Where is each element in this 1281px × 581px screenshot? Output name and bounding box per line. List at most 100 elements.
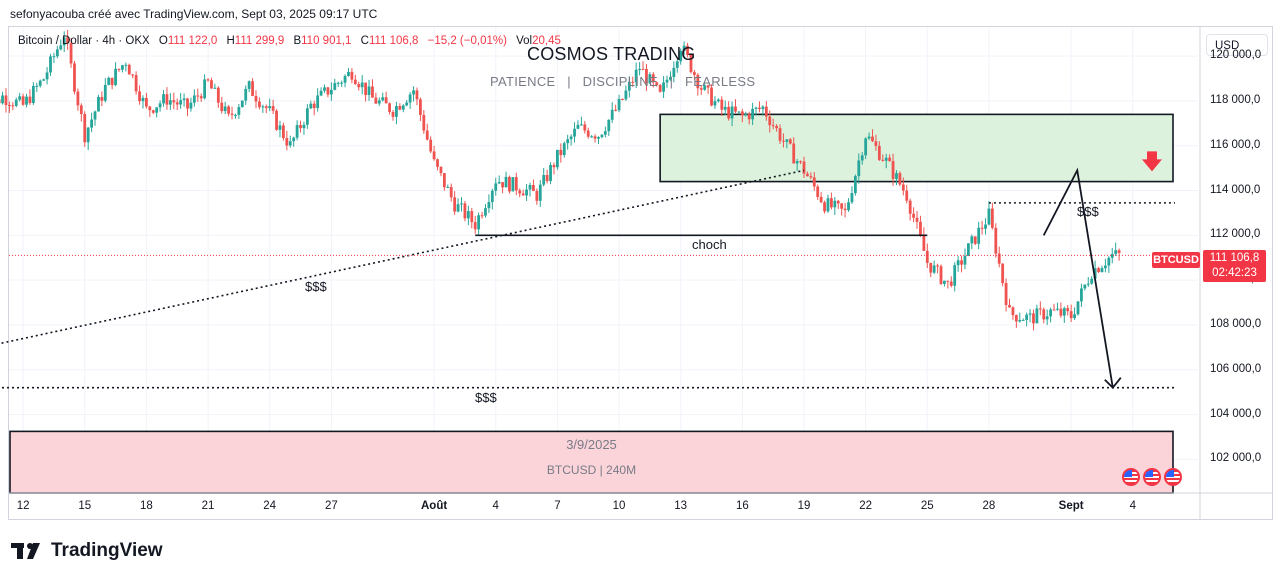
candle-body bbox=[1097, 268, 1100, 273]
candlestick-series bbox=[0, 30, 1121, 331]
candle-body bbox=[638, 68, 641, 70]
liquidity-label-equal-highs: $$$ bbox=[1077, 203, 1099, 219]
chart-frame[interactable] bbox=[8, 26, 1273, 520]
candle-body bbox=[100, 96, 104, 101]
candle-body bbox=[874, 141, 878, 146]
time-tick-label: 16 bbox=[735, 500, 749, 512]
candle-body bbox=[117, 68, 121, 70]
candle-body bbox=[422, 114, 426, 131]
candle-body bbox=[764, 106, 768, 117]
candle-body bbox=[871, 136, 874, 142]
candle-body bbox=[285, 138, 289, 146]
time-tick-label: 28 bbox=[982, 500, 996, 512]
time-tick-label: 13 bbox=[674, 500, 688, 512]
sell-arrow-icon bbox=[1142, 151, 1162, 172]
candle-body bbox=[371, 86, 374, 98]
candle-body bbox=[42, 79, 46, 81]
candle-body bbox=[114, 68, 117, 86]
liquidity-label-bottom: $$$ bbox=[475, 389, 497, 405]
candle-body bbox=[898, 173, 902, 185]
candle-body bbox=[679, 50, 683, 62]
currency-selector[interactable]: USD bbox=[1206, 34, 1268, 56]
candle-body bbox=[151, 110, 155, 113]
candle-body bbox=[686, 45, 689, 55]
candle-body bbox=[939, 266, 943, 284]
chart-attribution: sefonyacouba créé avec TradingView.com, … bbox=[10, 7, 378, 21]
candle-body bbox=[576, 124, 580, 129]
candle-body bbox=[713, 101, 717, 106]
price-tick-label: 102 000,0 bbox=[1210, 452, 1262, 465]
candle-body bbox=[316, 95, 320, 109]
candle-body bbox=[353, 79, 357, 85]
candle-body bbox=[415, 90, 419, 100]
time-tick-label: 7 bbox=[554, 500, 561, 512]
candle-body bbox=[1110, 253, 1114, 258]
candle-body bbox=[336, 82, 340, 84]
candle-body bbox=[860, 155, 864, 161]
candle-body bbox=[79, 105, 83, 115]
candle-body bbox=[1011, 307, 1015, 316]
candle-body bbox=[703, 85, 707, 90]
candle-body bbox=[901, 184, 905, 191]
candle-body bbox=[716, 99, 720, 102]
candle-body bbox=[977, 227, 981, 244]
candle-body bbox=[1021, 319, 1025, 321]
time-tick-label: 19 bbox=[797, 500, 811, 512]
candle-body bbox=[4, 95, 8, 106]
candle-body bbox=[162, 94, 165, 104]
candle-body bbox=[175, 102, 179, 105]
economic-event-flag-icon[interactable] bbox=[1143, 468, 1161, 486]
candle-body bbox=[621, 98, 624, 100]
price-tick-label: 116 000,0 bbox=[1210, 138, 1261, 151]
candle-body bbox=[799, 161, 802, 163]
legend-high-label: H bbox=[226, 35, 235, 47]
tradingview-logo[interactable]: TradingView bbox=[11, 540, 163, 562]
candle-body bbox=[508, 176, 511, 192]
candle-body bbox=[388, 103, 391, 113]
candle-body bbox=[55, 49, 59, 57]
candle-body bbox=[121, 65, 124, 70]
legend-close-value: 111 106,8 bbox=[368, 35, 419, 47]
candle-body bbox=[0, 99, 1, 104]
economic-event-flag-icon[interactable] bbox=[1164, 468, 1182, 486]
candle-body bbox=[446, 187, 450, 189]
candle-body bbox=[179, 100, 183, 105]
candle-body bbox=[165, 94, 169, 105]
candle-body bbox=[843, 208, 847, 211]
candle-body bbox=[460, 203, 463, 205]
candle-body bbox=[31, 85, 35, 104]
candle-body bbox=[497, 182, 501, 184]
candle-body bbox=[73, 63, 76, 92]
choch-label: choch bbox=[692, 237, 727, 253]
candle-body bbox=[436, 159, 439, 167]
info-box-symbol: BTCUSD | 240M bbox=[546, 463, 637, 477]
candle-body bbox=[258, 101, 261, 108]
candle-body bbox=[168, 100, 172, 105]
candle-body bbox=[987, 208, 991, 225]
candle-body bbox=[895, 173, 898, 179]
candle-body bbox=[1042, 309, 1046, 320]
candle-body bbox=[990, 208, 994, 228]
candle-body bbox=[76, 91, 80, 106]
candle-body bbox=[429, 139, 433, 152]
candle-body bbox=[788, 139, 792, 144]
candle-body bbox=[360, 82, 364, 88]
candle-body bbox=[45, 72, 49, 80]
candle-body bbox=[864, 138, 868, 156]
candle-body bbox=[946, 280, 950, 282]
candle-body bbox=[877, 145, 881, 160]
candle-body bbox=[699, 88, 703, 90]
candle-body bbox=[833, 200, 837, 208]
candle-body bbox=[395, 106, 398, 117]
time-tick-label: Août bbox=[421, 500, 448, 512]
candle-body bbox=[439, 166, 443, 174]
candle-body bbox=[107, 77, 111, 85]
candle-body bbox=[984, 224, 987, 229]
candle-body bbox=[182, 98, 186, 101]
last-price-value: 111 106,8 bbox=[1209, 252, 1260, 264]
candle-body bbox=[138, 91, 141, 102]
economic-event-flag-icon[interactable] bbox=[1122, 468, 1140, 486]
candle-body bbox=[271, 106, 275, 111]
candle-body bbox=[624, 90, 628, 100]
